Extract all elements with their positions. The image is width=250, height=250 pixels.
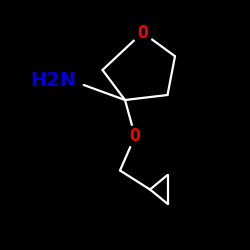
Circle shape xyxy=(124,125,146,147)
Text: H2N: H2N xyxy=(31,70,77,90)
Text: O: O xyxy=(137,24,148,42)
Text: O: O xyxy=(130,127,140,145)
Circle shape xyxy=(132,22,154,44)
